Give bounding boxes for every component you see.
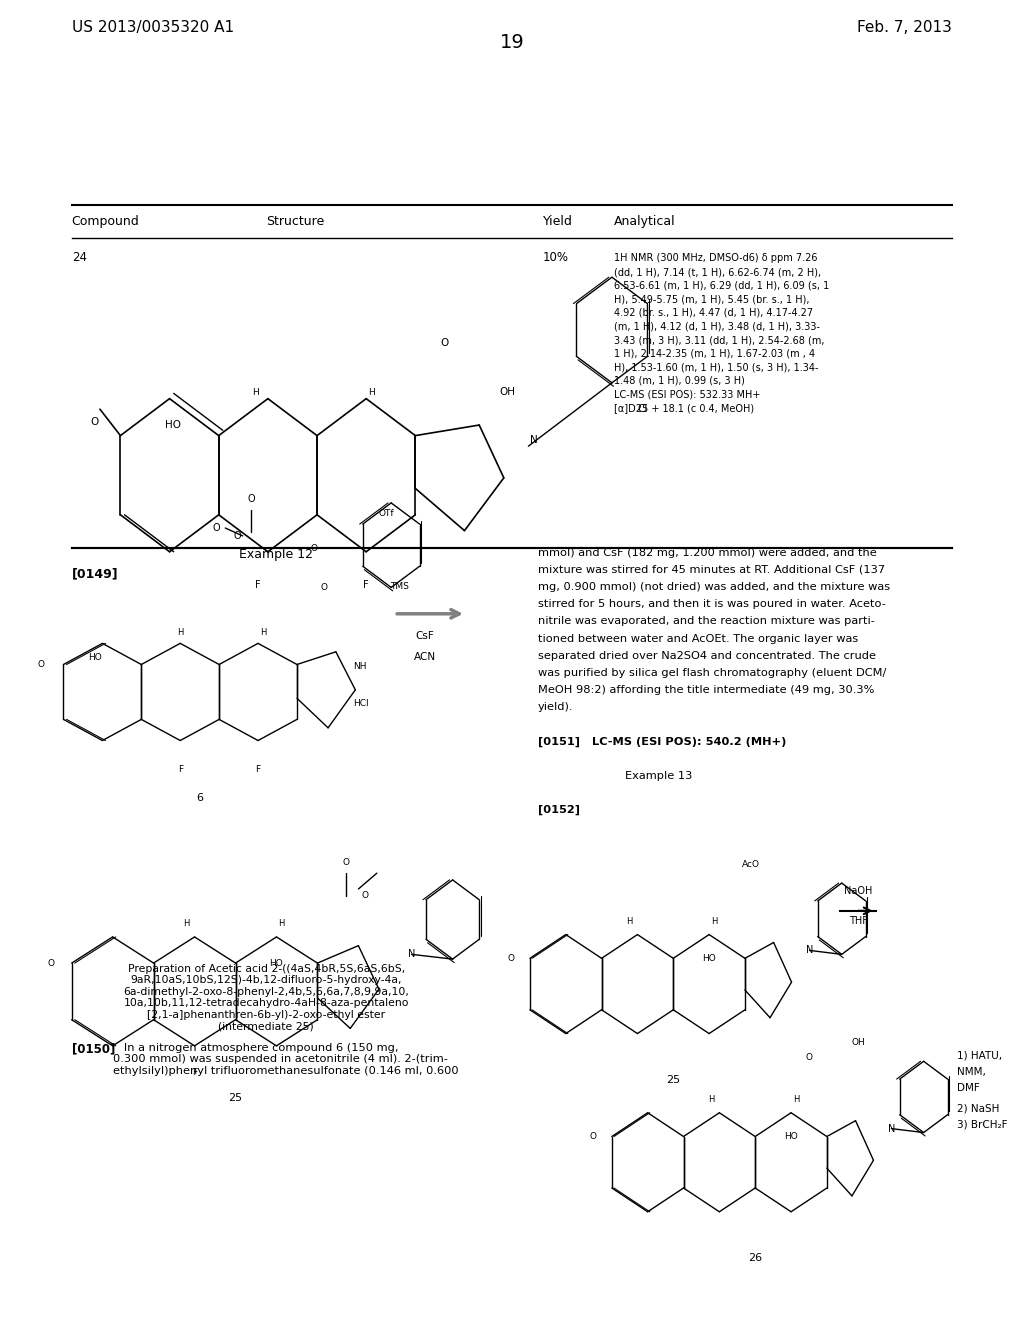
Text: mixture was stirred for 45 minutes at RT. Additional CsF (137: mixture was stirred for 45 minutes at RT… — [538, 565, 885, 576]
Text: NMM,: NMM, — [957, 1067, 986, 1077]
Text: tioned between water and AcOEt. The organic layer was: tioned between water and AcOEt. The orga… — [538, 634, 858, 644]
Text: [0151]   LC-MS (ESI POS): 540.2 (MH+): [0151] LC-MS (ESI POS): 540.2 (MH+) — [538, 737, 786, 747]
Text: US 2013/0035320 A1: US 2013/0035320 A1 — [72, 20, 233, 34]
Text: 25: 25 — [228, 1093, 243, 1104]
Text: AcO: AcO — [742, 861, 761, 869]
Text: 6: 6 — [197, 793, 203, 803]
Text: Analytical: Analytical — [614, 215, 676, 228]
Text: F: F — [364, 579, 369, 590]
Text: H: H — [260, 628, 266, 638]
Text: HCl: HCl — [352, 700, 369, 708]
Text: OTf: OTf — [378, 510, 394, 517]
Text: TMS: TMS — [390, 582, 410, 590]
Text: O: O — [440, 338, 449, 348]
Text: H: H — [252, 388, 259, 396]
Text: O: O — [806, 1053, 812, 1061]
Text: HO: HO — [165, 420, 180, 430]
Text: O: O — [38, 660, 44, 669]
Text: O: O — [91, 417, 99, 428]
Text: was purified by silica gel flash chromatography (eluent DCM/: was purified by silica gel flash chromat… — [538, 668, 886, 678]
Text: NaOH: NaOH — [844, 886, 872, 896]
Text: CsF: CsF — [416, 631, 434, 642]
Text: F: F — [191, 1068, 198, 1077]
Text: ACN: ACN — [414, 652, 436, 663]
Text: yield).: yield). — [538, 702, 573, 713]
Text: H: H — [177, 628, 183, 638]
Text: H: H — [708, 1096, 715, 1104]
Text: O: O — [361, 891, 369, 900]
Text: H: H — [793, 1096, 800, 1104]
Text: HO: HO — [269, 958, 284, 968]
Text: O: O — [310, 544, 317, 553]
Text: 25: 25 — [667, 1074, 680, 1085]
Text: In a nitrogen atmosphere compound 6 (150 mg,
0.300 mmol) was suspended in aceton: In a nitrogen atmosphere compound 6 (150… — [113, 1043, 459, 1076]
Text: O: O — [48, 958, 54, 968]
Text: N: N — [529, 434, 538, 445]
Text: OH: OH — [852, 1039, 865, 1047]
Text: Preparation of Acetic acid 2-((4aS,4bR,5S,6aS,6bS,
9aR,10aS,10bS,12S)-4b,12-difl: Preparation of Acetic acid 2-((4aS,4bR,5… — [123, 964, 410, 1032]
Text: 3) BrCH₂F: 3) BrCH₂F — [957, 1119, 1008, 1130]
Text: Example 12: Example 12 — [240, 548, 313, 561]
Text: H: H — [368, 388, 375, 396]
Text: mg, 0.900 mmol) (not dried) was added, and the mixture was: mg, 0.900 mmol) (not dried) was added, a… — [538, 582, 890, 593]
Text: F: F — [255, 579, 260, 590]
Text: [0150]: [0150] — [72, 1043, 115, 1056]
Text: 19: 19 — [500, 33, 524, 51]
Text: Compound: Compound — [72, 215, 139, 228]
Text: N: N — [806, 945, 813, 956]
Text: separated dried over Na2SO4 and concentrated. The crude: separated dried over Na2SO4 and concentr… — [538, 651, 876, 661]
Text: 1H NMR (300 MHz, DMSO-d6) δ ppm 7.26
(dd, 1 H), 7.14 (t, 1 H), 6.62-6.74 (m, 2 H: 1H NMR (300 MHz, DMSO-d6) δ ppm 7.26 (dd… — [614, 253, 829, 413]
Text: O: O — [343, 858, 349, 867]
Text: O: O — [247, 494, 255, 504]
Text: HO: HO — [88, 653, 102, 663]
Text: HO: HO — [784, 1133, 798, 1140]
Text: H: H — [711, 917, 718, 925]
Text: NH: NH — [352, 663, 367, 671]
Text: mmol) and CsF (182 mg, 1.200 mmol) were added, and the: mmol) and CsF (182 mg, 1.200 mmol) were … — [538, 548, 877, 558]
Text: H: H — [279, 919, 285, 928]
Text: 26: 26 — [749, 1253, 762, 1263]
Text: MeOH 98:2) affording the title intermediate (49 mg, 30.3%: MeOH 98:2) affording the title intermedi… — [538, 685, 873, 696]
Text: nitrile was evaporated, and the reaction mixture was parti-: nitrile was evaporated, and the reaction… — [538, 616, 874, 627]
Text: [0149]: [0149] — [72, 568, 119, 581]
Text: 24: 24 — [72, 251, 87, 264]
Text: OH: OH — [500, 387, 516, 397]
Text: F: F — [177, 766, 183, 774]
Text: 10%: 10% — [543, 251, 568, 264]
Text: N: N — [408, 949, 416, 960]
Text: Example 13: Example 13 — [538, 771, 692, 781]
Text: H: H — [626, 917, 633, 925]
Text: O: O — [508, 954, 515, 962]
Text: [0152]: [0152] — [538, 805, 580, 816]
Text: HO: HO — [702, 954, 716, 962]
Text: N: N — [888, 1123, 895, 1134]
Text: Structure: Structure — [266, 215, 325, 228]
Text: O: O — [213, 523, 220, 533]
Text: O: O — [590, 1133, 597, 1140]
Text: DMF: DMF — [957, 1082, 980, 1093]
Text: F: F — [255, 766, 261, 774]
Text: H: H — [183, 919, 189, 928]
Text: THF: THF — [849, 916, 867, 927]
Text: Yield: Yield — [543, 215, 572, 228]
Text: O: O — [233, 531, 241, 541]
Text: 2) NaSH: 2) NaSH — [957, 1104, 999, 1114]
Text: O: O — [321, 583, 328, 593]
Text: Cl: Cl — [637, 404, 647, 414]
Text: stirred for 5 hours, and then it is was poured in water. Aceto-: stirred for 5 hours, and then it is was … — [538, 599, 886, 610]
Text: Feb. 7, 2013: Feb. 7, 2013 — [857, 20, 952, 34]
Text: 1) HATU,: 1) HATU, — [957, 1051, 1002, 1061]
